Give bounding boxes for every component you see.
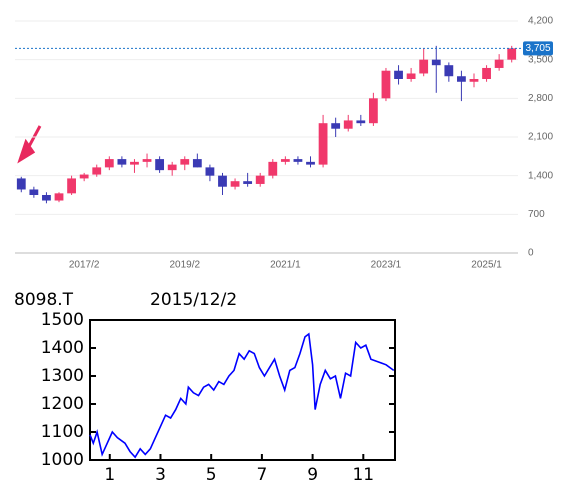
candle-body	[92, 167, 102, 175]
x-tick-label: 5	[206, 465, 217, 485]
candle-body	[444, 65, 454, 77]
y-tick-label: 1000	[41, 450, 84, 470]
candle-body	[218, 175, 227, 187]
candle-body	[29, 189, 39, 195]
candle-body	[494, 59, 504, 68]
x-tick-label: 1	[104, 465, 115, 485]
plot-frame	[89, 319, 396, 461]
arrow	[17, 125, 42, 164]
candle-body	[243, 181, 253, 184]
candle-body	[394, 70, 403, 79]
y-tick-label: 2,800	[528, 93, 553, 104]
candle-body	[79, 174, 89, 179]
candle-body	[293, 159, 303, 162]
candle-body	[406, 73, 416, 79]
candle-body	[117, 159, 127, 165]
candle-body	[469, 79, 479, 82]
x-tick-label: 2025/1	[471, 260, 502, 271]
candle-body	[255, 175, 265, 184]
candle-body	[167, 164, 177, 171]
y-tick-label: 1400	[41, 338, 84, 358]
x-tick-label: 2017/2	[69, 260, 100, 271]
candle-body	[104, 159, 114, 168]
candle-body	[205, 167, 215, 176]
y-tick-label: 1200	[41, 394, 84, 414]
candle-body	[130, 161, 139, 165]
candle-body	[180, 159, 190, 165]
candle-body	[192, 159, 202, 168]
x-tick-label: 2019/2	[169, 260, 200, 271]
candle-body	[331, 123, 341, 129]
x-tick-label: 2023/1	[371, 260, 402, 271]
y-tick-label: 1300	[41, 366, 84, 386]
y-tick-label: 1,400	[528, 170, 553, 181]
candle-body	[507, 48, 517, 60]
candle-body	[280, 159, 290, 162]
y-tick-label: 1500	[41, 310, 84, 330]
price-label: 3,705	[525, 43, 550, 54]
candlestick-chart: 0 700 1,400 2,100 2,800 3,500 4,200 2017/2 2019/…	[15, 16, 553, 271]
y-tick-label: 2,100	[528, 132, 553, 143]
candle-body	[457, 76, 466, 82]
y-tick-label: 1100	[41, 422, 84, 442]
candle-body	[318, 123, 328, 165]
candle-body	[356, 120, 366, 124]
candle-body	[42, 195, 51, 201]
chart-subtitle: 2015/12/2	[150, 290, 237, 310]
line-chart: 8098.T 2015/12/2 1000 1100 1200 1300 1400 150…	[14, 290, 396, 485]
candle-body	[54, 193, 64, 201]
candle-body	[230, 181, 240, 187]
candle-body	[381, 70, 391, 99]
candle-body	[16, 178, 26, 190]
y-tick-label: 3,500	[528, 54, 553, 65]
x-tick-label: 11	[352, 465, 374, 485]
candle-body	[368, 98, 378, 124]
candle-body	[155, 159, 165, 171]
candle-body	[343, 120, 353, 129]
y-tick-label: 700	[528, 209, 545, 220]
x-tick-label: 3	[155, 465, 166, 485]
x-tick-label: 9	[307, 465, 318, 485]
price-label-box	[523, 41, 553, 56]
price-line	[89, 332, 395, 459]
x-tick-label: 2021/1	[270, 260, 301, 271]
x-tick-label: 7	[256, 465, 267, 485]
chart-title: 8098.T	[14, 290, 74, 310]
candle-body	[67, 178, 76, 194]
candle-body	[268, 161, 278, 176]
candle-body	[431, 59, 441, 66]
candle-body	[306, 161, 315, 165]
candle-body	[419, 59, 429, 74]
candle-body	[142, 159, 152, 162]
candle-body	[482, 67, 491, 79]
y-tick-label: 4,200	[528, 16, 553, 27]
y-tick-label: 0	[528, 248, 534, 259]
